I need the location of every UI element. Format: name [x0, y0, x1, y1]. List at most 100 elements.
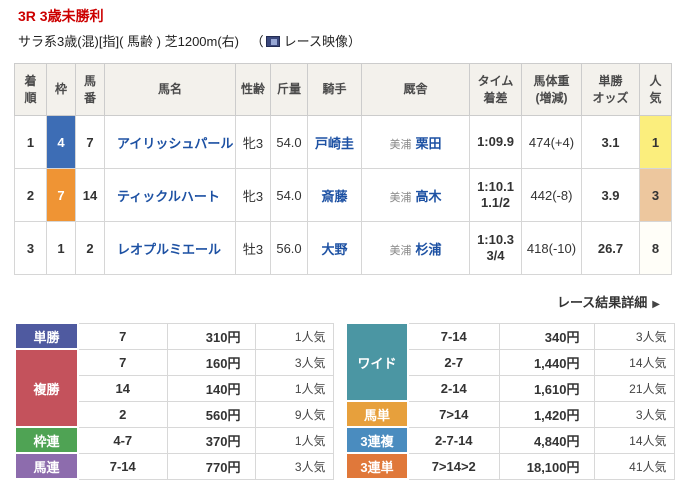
stable-cell: 美浦 杉浦 [361, 221, 470, 275]
payout-popularity: 1人気 [254, 426, 334, 454]
trainer-link[interactable]: 栗田 [415, 135, 442, 151]
bet-type-exacta: 馬単 [345, 400, 409, 428]
payout-popularity: 14人気 [593, 348, 675, 376]
col-header-jockey: 騎手 [307, 63, 362, 116]
col-header-stable: 厩舎 [361, 63, 470, 116]
result-row-3: 3 1 2 レオプルミエール 牡3 56.0 大野 美浦 杉浦 1:10.3 3/4… [14, 221, 672, 275]
col-header-weight: 斤量 [270, 63, 308, 116]
col-header-bracket: 枠 [46, 63, 76, 116]
payout-amount: 1,610円 [498, 374, 595, 402]
payout-row-quinella: 馬連 7-14 770円 3人気 [14, 452, 334, 480]
time-margin-cell: 1:10.1 1.1/2 [469, 168, 522, 222]
carried-weight: 54.0 [270, 115, 308, 169]
horse-weight: 418(-10) [521, 221, 582, 275]
results-header: 着順 枠 馬番 馬名 性齢 斤量 騎手 厩舎 タイム 着差 馬体重 (増減) 単勝オ… [14, 63, 672, 116]
finish-position: 3 [14, 221, 47, 275]
horse-number: 7 [75, 115, 105, 169]
horse-name-cell: アイリッシュパール [104, 115, 236, 169]
video-link-label: レース映像 [283, 34, 349, 49]
arrow-right-icon: ▶ [652, 299, 660, 310]
bet-type-trio: 3連複 [345, 426, 409, 454]
race-conditions-text: サラ系3歳(混)[指]( 馬齢 ) 芝1200m(右) [18, 34, 240, 49]
horse-weight: 474(+4) [521, 115, 582, 169]
payout-table-left: 単勝 7 310円 1人気 複勝 7 160円 3人気 14 140円 1人気 … [14, 322, 334, 480]
payout-table-right: ワイド 7-14 340円 3人気 2-7 1,440円 14人気 2-14 1… [345, 322, 675, 480]
payout-combo: 7-14 [407, 322, 500, 350]
bracket-number: 4 [46, 115, 76, 169]
payout-row-place-3: 2 560円 9人気 [15, 400, 334, 428]
col-header-time-margin: タイム 着差 [469, 63, 522, 116]
payout-amount: 18,100円 [498, 452, 595, 480]
race-detail-link[interactable]: レース結果詳細 ▶ [557, 295, 660, 310]
payout-popularity: 41人気 [593, 452, 675, 480]
horse-name-link[interactable]: アイリッシュパール [117, 135, 234, 151]
horse-name-link[interactable]: ティックルハート [117, 188, 220, 204]
race-conditions: サラ系3歳(混)[指]( 馬齢 ) 芝1200m(右) （ レース映像） [18, 31, 361, 50]
time-margin-cell: 1:10.3 3/4 [469, 221, 522, 275]
stable-cell: 美浦 栗田 [361, 115, 470, 169]
video-camera-icon [265, 36, 280, 47]
finish-time: 1:09.9 [477, 133, 514, 149]
jockey-link[interactable]: 戸崎圭 [314, 135, 354, 151]
horse-number: 2 [75, 221, 105, 275]
payout-combo: 7 [77, 322, 168, 350]
bet-type-bracket-quinella: 枠連 [14, 426, 79, 454]
finish-margin: 1.1/2 [481, 195, 510, 210]
sex-age: 牡3 [235, 221, 271, 275]
win-odds: 26.7 [581, 221, 640, 275]
trainer-link[interactable]: 杉浦 [415, 241, 442, 257]
race-video-link[interactable]: レース映像 [264, 34, 348, 49]
result-row-1: 1 4 7 アイリッシュパール 牝3 54.0 戸崎圭 美浦 栗田 1:09.9 … [14, 115, 672, 169]
payout-row-exacta: 馬単 7>14 1,420円 3人気 [345, 400, 675, 428]
payout-combo: 2-7 [407, 348, 500, 376]
video-icon-inner [270, 39, 277, 45]
payout-combo: 7-14 [77, 452, 168, 480]
horse-number: 14 [75, 168, 105, 222]
payout-row-place-2: 14 140円 1人気 [15, 374, 334, 402]
bet-type-win: 単勝 [14, 322, 79, 350]
payout-popularity: 21人気 [593, 374, 675, 402]
results-body: 1 4 7 アイリッシュパール 牝3 54.0 戸崎圭 美浦 栗田 1:09.9 … [14, 115, 672, 275]
payout-combo: 7>14>2 [407, 452, 500, 480]
popularity: 1 [639, 115, 672, 169]
carried-weight: 54.0 [270, 168, 308, 222]
payout-row-bracket-quinella: 枠連 4-7 370円 1人気 [14, 426, 334, 454]
popularity: 8 [639, 221, 672, 275]
jockey-link[interactable]: 大野 [321, 241, 348, 257]
stable-cell: 美浦 高木 [361, 168, 470, 222]
results-header-row: 着順 枠 馬番 馬名 性齢 斤量 騎手 厩舎 タイム 着差 馬体重 (増減) 単勝オ… [14, 63, 672, 116]
payout-right-body: ワイド 7-14 340円 3人気 2-7 1,440円 14人気 2-14 1… [345, 322, 675, 480]
time-margin-cell: 1:09.9 [469, 115, 522, 169]
trainer-link[interactable]: 高木 [415, 188, 442, 204]
detail-link-row: レース結果詳細 ▶ [557, 292, 660, 311]
payout-amount: 370円 [166, 426, 256, 454]
finish-margin: 3/4 [486, 248, 505, 263]
jockey-cell: 戸崎圭 [307, 115, 362, 169]
payout-combo: 2-7-14 [407, 426, 500, 454]
finish-time: 1:10.3 [477, 231, 514, 247]
horse-name-link[interactable]: レオプルミエール [117, 241, 222, 257]
stable-region: 美浦 [389, 191, 412, 204]
payout-popularity: 9人気 [254, 400, 334, 428]
col-header-popularity: 人気 [639, 63, 672, 116]
payout-row-trio: 3連複 2-7-14 4,840円 14人気 [345, 426, 675, 454]
video-paren-open: （ [250, 34, 264, 49]
payout-row-wide-1: ワイド 7-14 340円 3人気 [345, 322, 675, 402]
bet-type-place: 複勝 [14, 348, 79, 428]
video-paren-close: ） [348, 34, 362, 49]
payout-amount: 4,840円 [498, 426, 595, 454]
stable-region: 美浦 [389, 138, 412, 151]
finish-time: 1:10.1 [477, 178, 514, 194]
payout-popularity: 14人気 [593, 426, 675, 454]
payout-popularity: 1人気 [254, 374, 334, 402]
race-title: 3R 3歳未勝利 [18, 8, 104, 24]
jockey-cell: 大野 [307, 221, 362, 275]
jockey-link[interactable]: 斎藤 [321, 188, 348, 204]
popularity: 3 [639, 168, 672, 222]
payout-amount: 770円 [166, 452, 256, 480]
race-detail-link-label: レース結果詳細 [556, 295, 648, 310]
horse-name-cell: レオプルミエール [104, 221, 236, 275]
payout-combo: 14 [77, 374, 168, 402]
payout-combo: 2-14 [407, 374, 500, 402]
bracket-number: 1 [46, 221, 76, 275]
